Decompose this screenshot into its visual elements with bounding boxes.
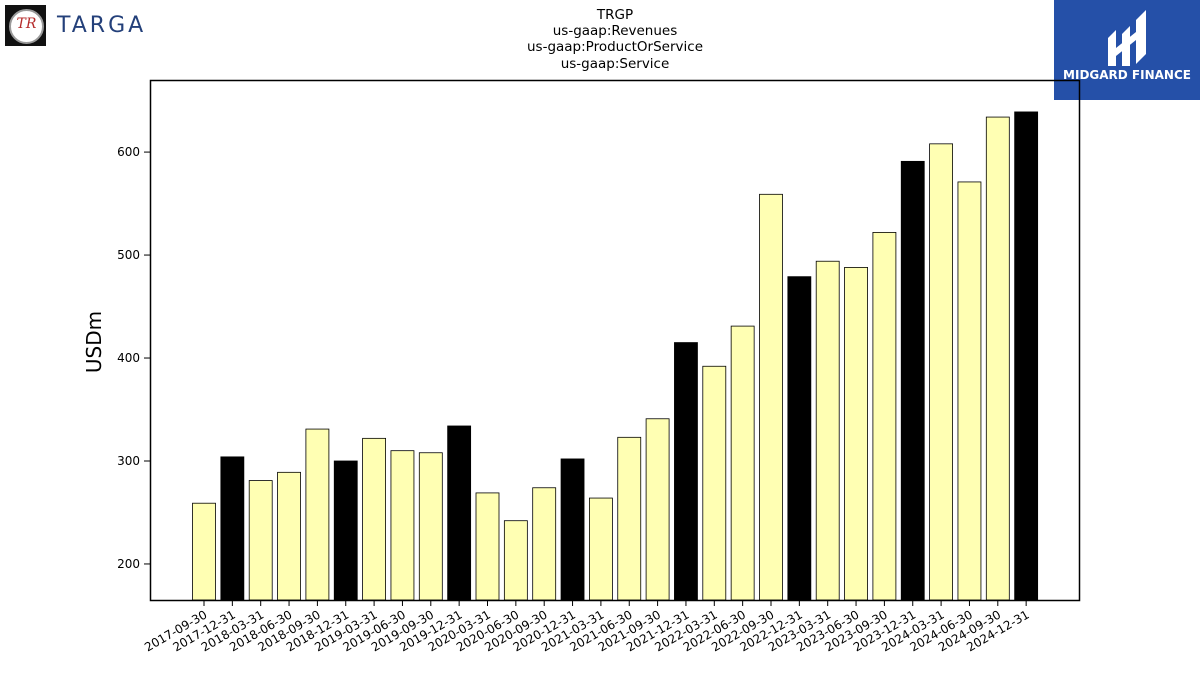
targa-ring-icon — [9, 9, 44, 44]
bar-2020-06-30 — [503, 520, 528, 601]
targa-wordmark: TARGA — [57, 13, 147, 38]
bar-2019-06-30 — [390, 450, 415, 601]
bar-2021-03-31 — [589, 497, 613, 601]
chart-title-line-4: us-gaap:Service — [560, 56, 670, 72]
bar-2023-06-30 — [844, 267, 868, 601]
bar-2023-09-30 — [872, 231, 897, 601]
plot-frame — [149, 79, 1081, 602]
targa-badge-icon: TR — [5, 5, 46, 46]
midgard-finance-logo: MIDGARD FINANCE — [1054, 0, 1200, 100]
bar-2018-09-30 — [305, 428, 330, 601]
bar-2024-12-31 — [1014, 111, 1039, 601]
midgard-mark-icon — [1108, 10, 1146, 66]
bars-group — [192, 111, 1039, 601]
bar-2018-12-31 — [333, 460, 358, 601]
chart-title-line-2: us-gaap:Revenues — [552, 23, 678, 39]
bar-2022-06-30 — [730, 325, 755, 601]
chart-title-line-3: us-gaap:ProductOrService — [526, 39, 704, 55]
bar-2020-12-31 — [560, 458, 585, 601]
chart-title-line-1: TRGP — [596, 7, 634, 23]
bar-2024-09-30 — [985, 116, 1010, 601]
y-tick-label-600: 600 — [117, 145, 140, 159]
y-axis: 200 300 400 500 600 — [117, 145, 150, 571]
bar-2017-09-30 — [192, 502, 216, 601]
bar-2019-03-31 — [362, 437, 387, 601]
bar-2020-09-30 — [532, 487, 557, 601]
bar-2020-03-31 — [475, 492, 500, 601]
bar-2022-09-30 — [759, 193, 783, 601]
y-axis-label: USDm — [82, 311, 106, 373]
targa-logo: TR TARGA — [5, 5, 165, 47]
bar-2018-03-31 — [248, 480, 273, 601]
y-tick-label-200: 200 — [117, 557, 140, 571]
bar-2019-09-30 — [418, 452, 443, 601]
bar-2022-03-31 — [702, 365, 727, 601]
bar-2021-12-31 — [674, 342, 698, 601]
bar-2021-09-30 — [645, 418, 670, 601]
bar-2024-06-30 — [957, 181, 982, 601]
bar-2022-12-31 — [787, 276, 812, 601]
midgard-wordmark: MIDGARD FINANCE — [1063, 68, 1191, 82]
bar-2017-12-31 — [220, 456, 245, 601]
targa-monogram: TR — [16, 16, 37, 32]
bar-2019-12-31 — [447, 425, 472, 601]
bar-2021-06-30 — [617, 436, 642, 601]
y-tick-label-500: 500 — [117, 248, 140, 262]
bar-2023-03-31 — [815, 260, 840, 601]
bar-2023-12-31 — [900, 160, 925, 601]
y-tick-label-300: 300 — [117, 454, 140, 468]
x-axis: 2017-09-302017-12-312018-03-312018-06-30… — [142, 600, 1032, 654]
bar-2018-06-30 — [277, 471, 301, 601]
y-tick-label-400: 400 — [117, 351, 140, 365]
bar-2024-03-31 — [929, 143, 953, 601]
